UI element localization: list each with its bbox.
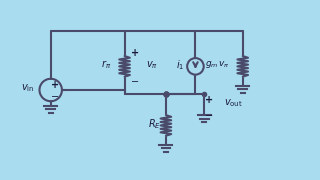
Text: +: + <box>51 80 59 90</box>
Text: $-$: $-$ <box>130 75 140 85</box>
Text: +: + <box>131 48 139 58</box>
Text: $-$: $-$ <box>50 90 60 100</box>
Text: $v_\pi$: $v_\pi$ <box>146 59 158 71</box>
Text: $-$: $-$ <box>204 109 213 119</box>
Text: $i_1$: $i_1$ <box>176 58 184 72</box>
Text: $v_{\rm out}$: $v_{\rm out}$ <box>224 97 243 109</box>
Text: $R_E$: $R_E$ <box>148 117 162 131</box>
Text: $r_\pi$: $r_\pi$ <box>101 58 111 71</box>
Text: +: + <box>205 95 213 105</box>
Text: $v_{\rm in}$: $v_{\rm in}$ <box>21 83 35 94</box>
Text: $g_m\,v_\pi$: $g_m\,v_\pi$ <box>204 59 229 70</box>
